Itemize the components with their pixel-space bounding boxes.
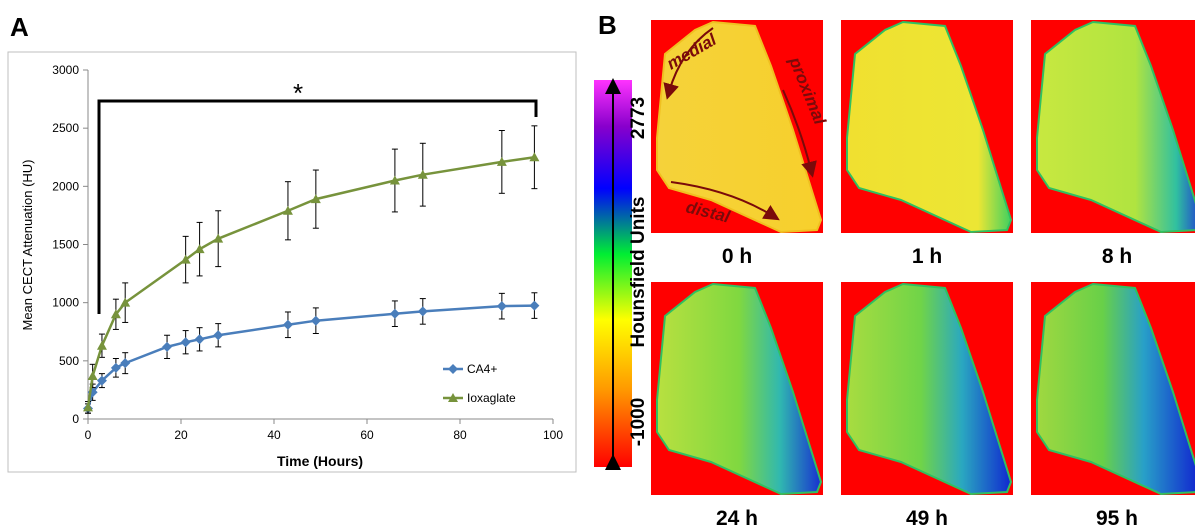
x-tick-label: 20 [174, 428, 188, 442]
marker [194, 334, 205, 345]
marker [96, 340, 107, 350]
y-tick-label: 3000 [52, 63, 79, 77]
marker [389, 175, 400, 185]
time-label: 1 h [912, 245, 942, 268]
marker [83, 402, 93, 412]
specimen [656, 282, 823, 496]
marker [96, 375, 107, 386]
time-label: 0 h [722, 245, 752, 268]
panel-label: B [598, 10, 617, 40]
y-axis-label: Mean CECT Attenuation (HU) [20, 160, 35, 331]
marker [180, 337, 191, 348]
marker [496, 156, 507, 166]
marker [417, 306, 428, 317]
x-tick-label: 40 [267, 428, 281, 442]
marker [496, 301, 507, 312]
marker [213, 233, 224, 243]
y-tick-label: 0 [72, 412, 79, 426]
marker [389, 308, 400, 319]
marker [194, 244, 205, 254]
time-label: 24 h [716, 507, 758, 527]
series-line [86, 156, 535, 408]
y-tick-label: 2500 [52, 121, 79, 135]
marker [213, 330, 224, 341]
ct-image [841, 20, 1013, 234]
marker [448, 364, 458, 374]
specimen [846, 282, 1013, 496]
marker [110, 362, 121, 373]
x-tick-label: 60 [360, 428, 374, 442]
y-tick-label: 1000 [52, 296, 79, 310]
marker [110, 309, 121, 319]
marker [417, 169, 428, 179]
annotation-arrow [782, 89, 817, 178]
specimen [846, 20, 1013, 234]
ct-image [841, 282, 1013, 496]
marker [162, 341, 173, 352]
x-tick-label: 80 [453, 428, 467, 442]
ct-image [651, 282, 823, 496]
time-label: 49 h [906, 507, 948, 527]
annotation-arrow [663, 27, 714, 100]
marker [120, 358, 131, 369]
time-label: 8 h [1102, 245, 1132, 268]
x-axis-label: Time (Hours) [277, 453, 363, 469]
marker [120, 297, 131, 307]
panel-label: A [10, 12, 29, 42]
annotation-arrow [670, 181, 780, 221]
colorbar-min: -1000 [628, 398, 649, 447]
ct-image [1031, 20, 1195, 234]
time-label: 95 h [1096, 507, 1138, 527]
marker [529, 300, 540, 311]
marker [282, 205, 293, 215]
ct-image [1031, 282, 1195, 496]
marker [87, 370, 98, 380]
y-tick-label: 1500 [52, 238, 79, 252]
marker [310, 315, 321, 326]
legend-label: CA4+ [467, 362, 497, 376]
colorbar-title: Hounsfield Units [628, 197, 649, 348]
marker [282, 319, 293, 330]
marker [448, 393, 458, 402]
marker [180, 254, 191, 264]
legend-label: Ioxaglate [467, 391, 516, 405]
y-tick-label: 2000 [52, 179, 79, 193]
significance-bracket [97, 99, 538, 314]
significance-star: * [293, 78, 303, 108]
x-tick-label: 0 [85, 428, 92, 442]
colorbar-max: 2773 [628, 97, 649, 139]
y-tick-label: 500 [59, 354, 79, 368]
chart-frame [7, 51, 577, 473]
x-tick-label: 100 [543, 428, 563, 442]
marker [529, 152, 540, 162]
specimen [1036, 282, 1195, 496]
specimen [1036, 20, 1195, 234]
marker [310, 194, 321, 204]
